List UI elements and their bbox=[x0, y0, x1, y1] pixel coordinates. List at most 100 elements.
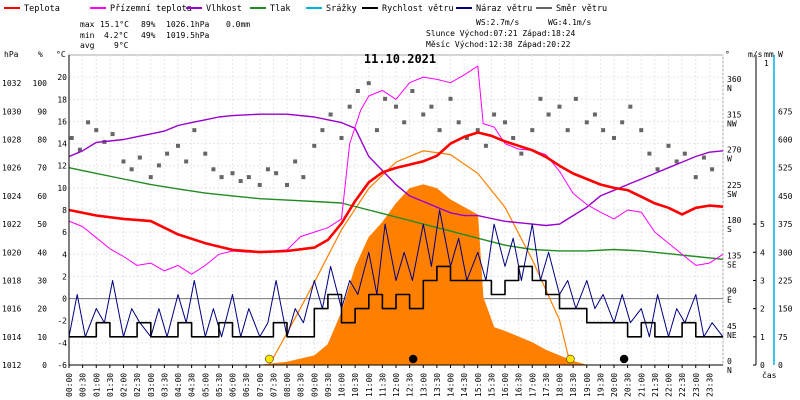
tick-label-wm2: 375 bbox=[778, 220, 793, 229]
x-tick-label: 00:30 bbox=[79, 373, 88, 397]
wind-direction-point bbox=[77, 147, 82, 152]
wind-direction-point bbox=[320, 128, 325, 133]
tick-label-dir-deg: 360 bbox=[727, 75, 742, 84]
tick-label-hpa: 1012 bbox=[2, 361, 21, 370]
x-tick-label: 21:00 bbox=[637, 373, 646, 397]
tick-label-pct: 100 bbox=[33, 79, 48, 88]
x-tick-label: 08:30 bbox=[297, 373, 306, 397]
wind-direction-point bbox=[584, 120, 589, 125]
wind-direction-point bbox=[347, 104, 352, 109]
wind-direction-point bbox=[437, 128, 442, 133]
tick-label-dir-deg: 45 bbox=[727, 322, 737, 331]
x-tick-label: 07:00 bbox=[256, 373, 265, 397]
x-tick-label: 22:30 bbox=[678, 373, 687, 397]
wind-direction-point bbox=[293, 159, 298, 164]
wind-direction-point bbox=[538, 96, 543, 101]
tick-label-hpa: 1018 bbox=[2, 276, 21, 285]
tick-label-pct: 70 bbox=[37, 164, 47, 173]
x-tick-label: 20:00 bbox=[610, 373, 619, 397]
stats-max-label: max bbox=[80, 20, 95, 29]
wind-direction-point bbox=[503, 120, 507, 125]
info-sun: Slunce Východ:07:21 Západ:18:24 bbox=[426, 29, 575, 38]
tick-label-dir-name: E bbox=[727, 296, 732, 305]
tick-label-dir-deg: 270 bbox=[727, 146, 742, 155]
wind-direction-point bbox=[110, 132, 115, 137]
x-tick-label: 02:30 bbox=[133, 373, 142, 397]
wind-direction-point bbox=[328, 112, 333, 117]
tick-label-temp: 8 bbox=[62, 206, 67, 215]
wind-direction-point bbox=[274, 171, 279, 176]
wind-direction-point bbox=[475, 128, 480, 133]
tick-label-temp: 6 bbox=[62, 228, 67, 237]
x-tick-label: 04:00 bbox=[174, 373, 183, 397]
tick-label-dir-deg: 225 bbox=[727, 181, 742, 190]
x-tick-label: 18:00 bbox=[556, 373, 565, 397]
info-wind-gust: WG:4.1m/s bbox=[548, 18, 592, 27]
wind-direction-point bbox=[312, 143, 317, 148]
wind-direction-point bbox=[94, 128, 99, 133]
wind-direction-point bbox=[230, 171, 235, 176]
x-axis-label: čas bbox=[762, 370, 777, 380]
chart-title: 11.10.2021 bbox=[364, 52, 436, 66]
tick-label-temp: 0 bbox=[62, 295, 67, 304]
wind-direction-point bbox=[394, 104, 398, 109]
tick-label-hpa: 1014 bbox=[2, 333, 21, 342]
x-tick-label: 05:30 bbox=[215, 373, 224, 397]
wind-direction-point bbox=[710, 167, 715, 172]
info-wind-speed: WS:2.7m/s bbox=[476, 18, 520, 27]
x-tick-label: 03:00 bbox=[147, 373, 156, 397]
tick-label-hpa: 1020 bbox=[2, 248, 21, 257]
tick-label-dir-deg: 135 bbox=[727, 251, 742, 260]
wind-direction-point bbox=[666, 143, 671, 148]
stats-max-hum: 89% bbox=[141, 20, 156, 29]
x-tick-label: 18:30 bbox=[569, 373, 578, 397]
x-tick-label: 23:00 bbox=[692, 373, 701, 397]
ground-temperature-line bbox=[68, 65, 724, 275]
tick-label-dir-name: N bbox=[727, 84, 732, 93]
stats-min-label: min bbox=[80, 31, 95, 40]
tick-label-dir-name: NW bbox=[727, 119, 737, 128]
sunrise-marker bbox=[265, 354, 274, 364]
x-tick-label: 00:00 bbox=[65, 373, 74, 397]
tick-label-wm2: 600 bbox=[778, 136, 793, 145]
tick-label-dir-deg: 0 bbox=[727, 357, 732, 366]
x-tick-label: 17:30 bbox=[542, 373, 551, 397]
stats-avg-label: avg bbox=[80, 41, 95, 50]
x-tick-label: 04:30 bbox=[188, 373, 197, 397]
wind-direction-point bbox=[592, 112, 597, 117]
tick-label-ms: 0 bbox=[760, 361, 765, 370]
wind-direction-point bbox=[176, 143, 180, 148]
x-tick-label: 17:00 bbox=[528, 373, 537, 397]
tick-label-temp: -4 bbox=[57, 339, 67, 348]
wind-direction-point bbox=[429, 104, 434, 109]
tick-label-hpa: 1024 bbox=[2, 192, 21, 201]
legend-label: Vlhkost bbox=[206, 4, 242, 14]
wind-direction-point bbox=[647, 151, 652, 156]
x-tick-label: 10:00 bbox=[338, 373, 347, 397]
tick-label-wm2: 225 bbox=[778, 276, 793, 285]
tick-label-dir-name: W bbox=[727, 155, 732, 164]
wind-direction-point bbox=[492, 112, 497, 117]
wind-direction-point bbox=[246, 175, 251, 180]
tick-label-wm2: 525 bbox=[778, 164, 793, 173]
wind-direction-point bbox=[620, 120, 625, 125]
pressure-line bbox=[68, 167, 724, 260]
tick-label-dir-name: S bbox=[727, 225, 732, 234]
wind-direction-point bbox=[184, 159, 189, 164]
wind-direction-point bbox=[339, 135, 344, 140]
stats-min-temp: 4.2°C bbox=[104, 31, 128, 40]
tick-label-dir-deg: 90 bbox=[727, 287, 737, 296]
tick-label-mm: 1 bbox=[764, 59, 769, 68]
wind-direction-point bbox=[148, 175, 153, 180]
tick-label-pct: 90 bbox=[37, 107, 47, 116]
x-tick-label: 12:00 bbox=[392, 373, 401, 397]
wind-direction-series bbox=[69, 81, 715, 187]
tick-label-dir-name: SE bbox=[727, 260, 737, 269]
x-tick-label: 22:00 bbox=[665, 373, 674, 397]
x-tick-label: 06:00 bbox=[229, 373, 238, 397]
tick-label-ms: 3 bbox=[760, 276, 765, 285]
axis-unit-pct: % bbox=[38, 50, 43, 59]
x-tick-label: 03:30 bbox=[160, 373, 169, 397]
stats-rain: 0.0mm bbox=[226, 20, 250, 29]
